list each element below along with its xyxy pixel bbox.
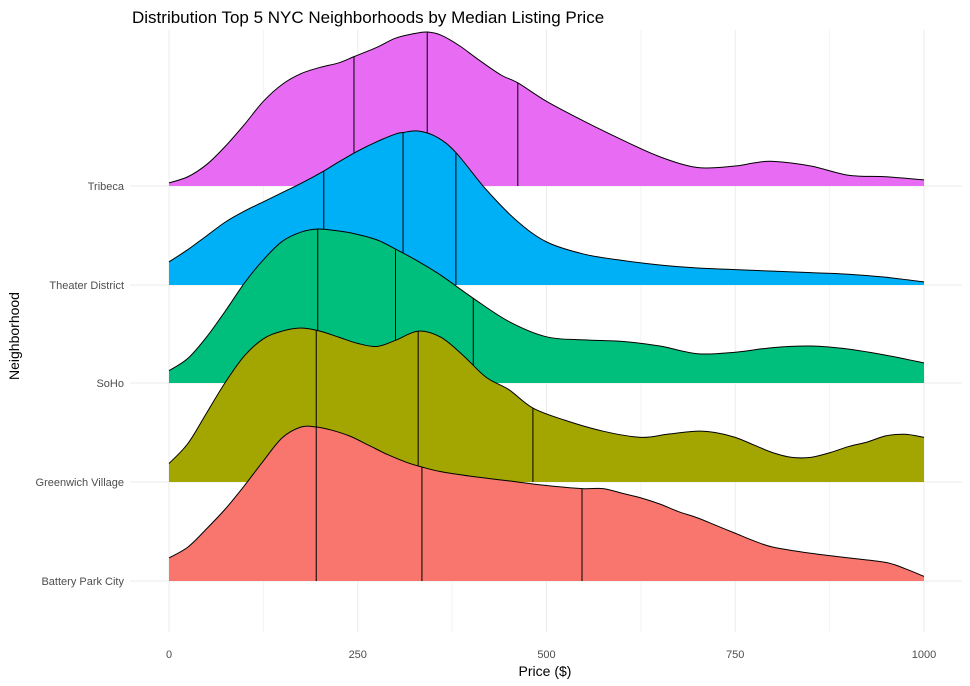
y-tick-label: Tribeca — [88, 181, 125, 193]
y-tick-label: SoHo — [96, 378, 124, 390]
density-outline-greenwich-village — [168, 327, 925, 464]
ridge-battery-park-city — [168, 425, 925, 581]
density-outline-soho — [168, 228, 925, 372]
ridge-tribeca — [168, 31, 925, 187]
density-outline-theater-district — [168, 130, 925, 283]
density-ridges — [168, 31, 925, 581]
density-outline-battery-park-city — [168, 425, 925, 577]
density-area-tribeca — [169, 31, 924, 187]
y-axis-title: Neighborhood — [6, 292, 22, 380]
y-tick-label: Greenwich Village — [36, 477, 124, 489]
x-tick-label: 0 — [166, 649, 172, 661]
density-area-battery-park-city — [169, 426, 924, 581]
y-axis-tick-labels: Battery Park City Greenwich Village SoHo Th… — [36, 181, 125, 588]
chart-title: Distribution Top 5 NYC Neighborhoods by … — [132, 8, 604, 27]
x-axis-title: Price ($) — [519, 663, 572, 679]
x-tick-label: 250 — [349, 649, 367, 661]
y-tick-label: Theater District — [49, 280, 124, 292]
x-axis-tick-labels: 0 250 500 750 1000 — [166, 649, 936, 661]
x-tick-label: 1000 — [912, 649, 936, 661]
x-tick-label: 500 — [537, 649, 555, 661]
y-tick-label: Battery Park City — [41, 576, 124, 588]
x-tick-label: 750 — [726, 649, 744, 661]
density-outline-tribeca — [168, 31, 925, 184]
